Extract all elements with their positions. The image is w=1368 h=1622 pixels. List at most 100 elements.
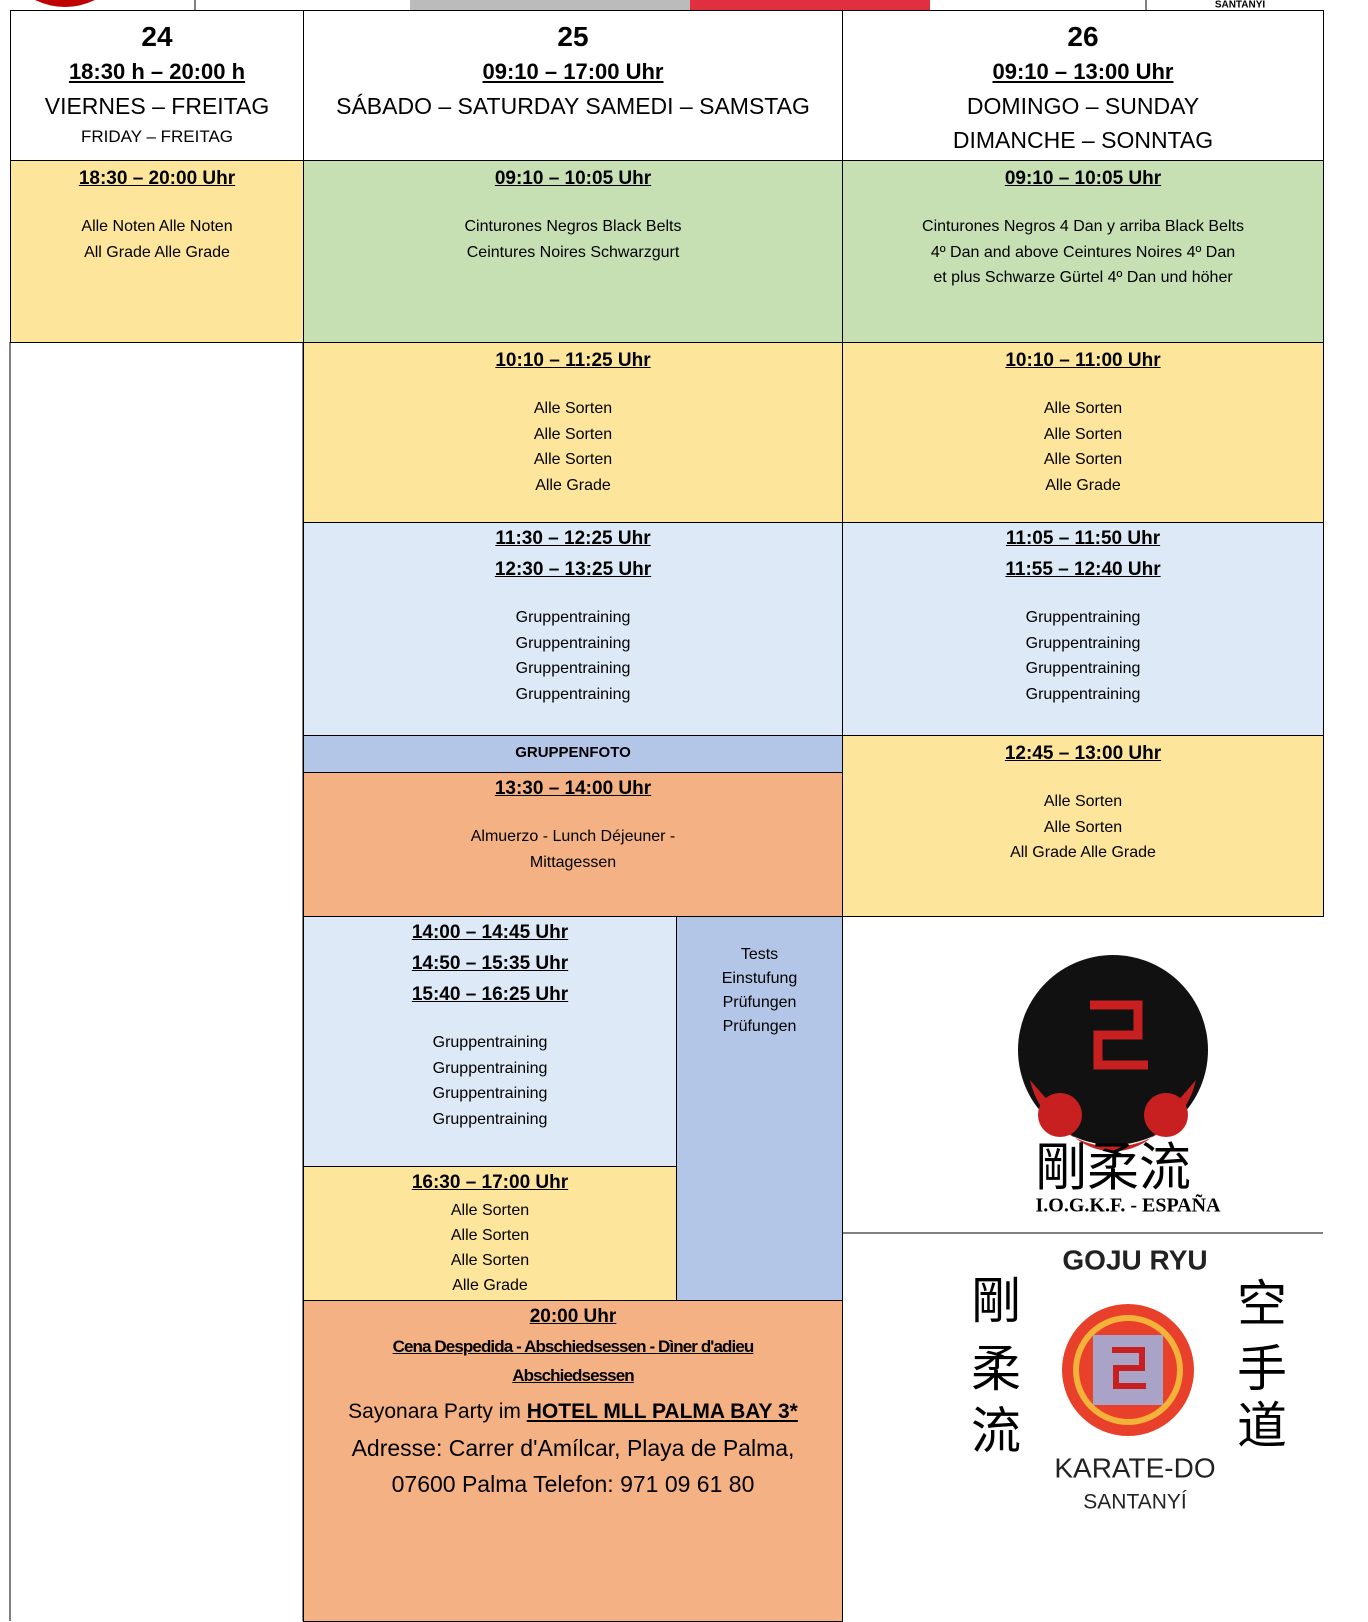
goju-emblem bbox=[1093, 1335, 1163, 1405]
goju-title: GOJU RYU bbox=[1062, 1244, 1207, 1275]
day-time: 09:10 – 13:00 Uhr bbox=[992, 59, 1174, 84]
block-line: Einstufung bbox=[721, 970, 798, 987]
goju-kanji: 剛 bbox=[971, 1273, 1021, 1329]
block-line: Gruppentraining bbox=[1025, 634, 1141, 652]
iogkf-kanji: 剛柔流 bbox=[1035, 1140, 1191, 1198]
block-lines: Tests Einstufung Prüfungen Prüfungen bbox=[677, 943, 842, 1039]
schedule-block: 11:30 – 12:25 Uhr 12:30 – 13:25 Uhr Gruppe… bbox=[303, 522, 843, 736]
day-number: 25 bbox=[557, 21, 589, 52]
block-line: Gruppentraining bbox=[515, 634, 631, 652]
block-line: Alle Sorten bbox=[450, 1227, 530, 1244]
block-line: Almuerzo - Lunch Déjeuner - bbox=[470, 828, 676, 845]
block-line: Alle Noten Alle Noten bbox=[81, 218, 233, 235]
block-line: Alle Sorten bbox=[1043, 793, 1123, 810]
block-lines: Alle Sorten Alle Sorten Alle Sorten Alle Gr… bbox=[304, 396, 842, 498]
block-lines: Gruppentraining Gruppentraining Gruppentra… bbox=[843, 605, 1323, 707]
goju-emblem bbox=[1112, 1347, 1146, 1389]
schedule-block: 16:30 – 17:00 Uhr Alle Sorten Alle Sorten A… bbox=[303, 1166, 677, 1301]
block-time: 09:10 – 10:05 Uhr bbox=[1004, 168, 1162, 189]
block-line: Cinturones Negros 4 Dan y arriba Black B… bbox=[922, 218, 1244, 235]
block-line: Gruppentraining bbox=[1025, 685, 1141, 703]
block-time: 12:45 – 13:00 Uhr bbox=[1004, 743, 1162, 764]
day-name: VIERNES – FREITAG bbox=[44, 93, 270, 119]
block-line: Gruppentraining bbox=[432, 1034, 548, 1051]
party-address: 07600 Palma Telefon: 971 09 61 80 bbox=[391, 1471, 755, 1497]
block-lines: Gruppentraining Gruppentraining Gruppentra… bbox=[304, 1030, 676, 1132]
party-address: Adresse: Carrer d'Amílcar, Playa de Palm… bbox=[351, 1435, 795, 1461]
block-lines: Almuerzo - Lunch Déjeuner - Mittagessen bbox=[304, 824, 842, 875]
schedule-block: GRUPPENFOTO bbox=[303, 735, 843, 773]
block-line: Alle Sorten bbox=[1043, 400, 1123, 417]
block-lines: Alle Sorten Alle Sorten Alle Sorten Alle Gr… bbox=[843, 396, 1323, 498]
iogkf-emblem bbox=[1030, 1080, 1196, 1152]
block-line: Gruppentraining bbox=[515, 609, 631, 626]
block-time: 13:30 – 14:00 Uhr bbox=[494, 778, 652, 799]
iogkf-emblem bbox=[1090, 1000, 1148, 1070]
block-line: Tests bbox=[740, 946, 779, 963]
block-time: 15:40 – 16:25 Uhr bbox=[411, 984, 569, 1005]
day-name: FRIDAY – FREITAG bbox=[80, 127, 234, 146]
block-line: Alle Grade bbox=[1045, 476, 1121, 494]
schedule-block: 18:30 – 20:00 Uhr Alle Noten Alle Noten Al… bbox=[10, 160, 304, 343]
block-time: 14:50 – 15:35 Uhr bbox=[411, 953, 569, 974]
block-line: Mittagessen bbox=[529, 853, 617, 871]
block-time: 11:30 – 12:25 Uhr bbox=[495, 528, 651, 549]
goju-kanji: 流 bbox=[971, 1403, 1021, 1459]
block-lines: Cinturones Negros Black Belts Ceintures N… bbox=[304, 214, 842, 265]
schedule-block: 09:10 – 10:05 Uhr Cinturones Negros Black… bbox=[303, 160, 843, 343]
block-line: Alle Sorten bbox=[533, 400, 613, 417]
block-line: 4º Dan and above Ceintures Noires 4º Dan bbox=[930, 243, 1236, 261]
iogkf-emblem bbox=[1038, 1093, 1082, 1137]
schedule-block: Tests Einstufung Prüfungen Prüfungen bbox=[676, 916, 843, 1301]
block-lines: Alle Sorten Alle Sorten Alle Sorten Alle Gr… bbox=[304, 1198, 676, 1298]
block-line: Ceintures Noires Schwarzgurt bbox=[466, 243, 680, 261]
schedule-block: 10:10 – 11:00 Uhr Alle Sorten Alle Sorten A… bbox=[842, 342, 1324, 523]
day-header: 25 09:10 – 17:00 Uhr SÁBADO – SATURDAY SAM… bbox=[303, 10, 843, 161]
block-time: 10:10 – 11:00 Uhr bbox=[1005, 350, 1161, 371]
iogkf-emblem bbox=[1018, 955, 1208, 1145]
block-line: Gruppentraining bbox=[432, 1059, 548, 1077]
day-time: 09:10 – 17:00 Uhr bbox=[482, 59, 664, 84]
iogkf-emblem bbox=[1144, 1093, 1188, 1137]
block-line: Alle Grade bbox=[535, 476, 611, 494]
block-line: Alle Sorten bbox=[450, 1202, 530, 1219]
block-time: 16:30 – 17:00 Uhr bbox=[411, 1172, 569, 1193]
block-label: GRUPPENFOTO bbox=[515, 744, 631, 761]
block-time: 12:30 – 13:25 Uhr bbox=[494, 559, 652, 580]
goju-subtitle: KARATE-DO bbox=[1054, 1452, 1215, 1483]
block-line: et plus Schwarze Gürtel 4º Dan und höher bbox=[933, 269, 1233, 286]
block-line: Alle Sorten bbox=[1043, 451, 1123, 468]
block-time: 09:10 – 10:05 Uhr bbox=[494, 168, 652, 189]
block-line: All Grade Alle Grade bbox=[84, 243, 230, 261]
block-time: 11:05 – 11:50 Uhr bbox=[1005, 528, 1161, 549]
block-lines: Alle Noten Alle Noten All Grade Alle Grad… bbox=[11, 214, 303, 265]
schedule-block: 10:10 – 11:25 Uhr Alle Sorten Alle Sorten A… bbox=[303, 342, 843, 523]
block-time: 20:00 Uhr bbox=[529, 1306, 617, 1327]
top-image-fragment bbox=[410, 0, 930, 10]
goju-emblem bbox=[1062, 1304, 1194, 1436]
block-line: Alle Sorten bbox=[1043, 818, 1123, 836]
party-prefix: Sayonara Party im bbox=[348, 1400, 521, 1423]
block-line: Alle Sorten bbox=[450, 1252, 530, 1269]
top-logo-fragment bbox=[35, 0, 95, 7]
block-lines: Gruppentraining Gruppentraining Gruppentra… bbox=[304, 605, 842, 707]
block-line: Gruppentraining bbox=[432, 1085, 548, 1102]
block-line: Gruppentraining bbox=[432, 1110, 548, 1128]
goju-kanji: 空 bbox=[1237, 1276, 1287, 1332]
block-line: All Grade Alle Grade bbox=[1010, 844, 1156, 861]
block-line: Gruppentraining bbox=[1025, 660, 1141, 677]
schedule-block: 11:05 – 11:50 Uhr 11:55 – 12:40 Uhr Gruppe… bbox=[842, 522, 1324, 736]
party-headline: Cena Despedida - Abschiedsessen - Dìner … bbox=[392, 1337, 755, 1356]
day-name: DIMANCHE – SONNTAG bbox=[952, 127, 1214, 153]
schedule-block: 14:00 – 14:45 Uhr 14:50 – 15:35 Uhr 15:40 … bbox=[303, 916, 677, 1167]
block-line: Alle Grade bbox=[452, 1277, 528, 1294]
block-time: 10:10 – 11:25 Uhr bbox=[495, 350, 651, 371]
day-name: SÁBADO – SATURDAY SAMEDI – SAMSTAG bbox=[336, 93, 810, 119]
day-number: 24 bbox=[141, 21, 173, 52]
day-time: 18:30 h – 20:00 h bbox=[68, 59, 246, 84]
block-time: 14:00 – 14:45 Uhr bbox=[411, 922, 569, 943]
goju-place: SANTANYÍ bbox=[1083, 1491, 1187, 1514]
schedule-block: 13:30 – 14:00 Uhr Almuerzo - Lunch Déjeun… bbox=[303, 772, 843, 917]
block-line: Prüfungen bbox=[722, 1018, 797, 1035]
day-number: 26 bbox=[1067, 21, 1099, 52]
